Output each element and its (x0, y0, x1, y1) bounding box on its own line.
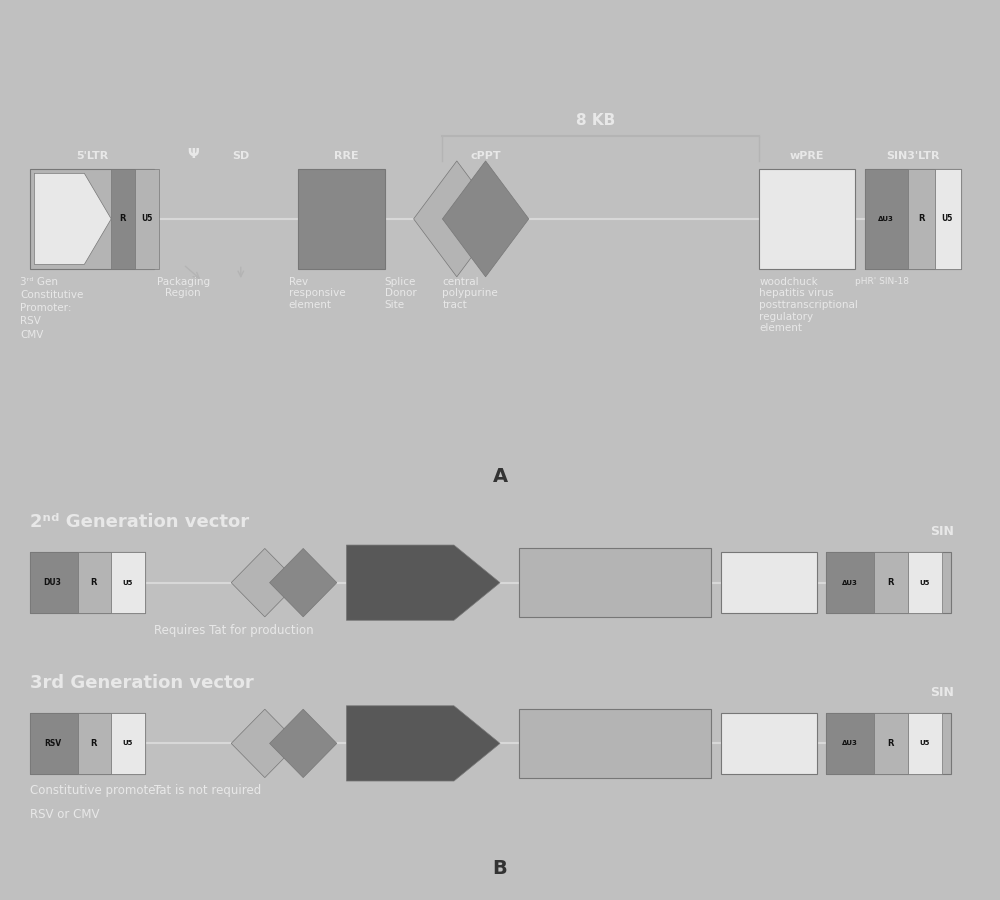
Bar (78, 713, 111, 774)
Text: 8 KB: 8 KB (576, 112, 616, 128)
Bar (865, 169, 961, 268)
Bar (721, 552, 817, 614)
Text: 3rd Generation vector: 3rd Generation vector (30, 674, 253, 692)
Text: A: A (492, 467, 508, 487)
Bar (826, 552, 951, 614)
Polygon shape (231, 709, 298, 778)
Text: R: R (887, 578, 894, 587)
Text: ΔU3: ΔU3 (842, 580, 858, 586)
Bar (721, 713, 817, 774)
Bar (111, 552, 145, 614)
Bar (30, 552, 145, 614)
Text: ΔU3: ΔU3 (842, 741, 858, 746)
Bar (826, 713, 874, 774)
Text: R: R (119, 214, 126, 223)
Text: cPPT: cPPT (470, 151, 501, 161)
Bar (298, 169, 385, 268)
Text: Packaging
Region: Packaging Region (157, 277, 210, 299)
Text: ΔU3: ΔU3 (878, 216, 894, 222)
Bar (519, 709, 711, 778)
Text: U5: U5 (122, 741, 133, 746)
Bar (874, 713, 908, 774)
Text: RSV: RSV (44, 739, 61, 748)
Text: R: R (91, 578, 97, 587)
Polygon shape (414, 161, 500, 277)
Bar (826, 552, 874, 614)
Bar (30, 552, 78, 614)
Text: U5: U5 (122, 580, 133, 586)
Text: 2ⁿᵈ Generation vector: 2ⁿᵈ Generation vector (30, 513, 249, 531)
Text: Constitutive promoter: Constitutive promoter (30, 785, 160, 797)
Polygon shape (346, 706, 500, 781)
Bar (111, 169, 135, 268)
Bar (30, 169, 154, 268)
Polygon shape (346, 545, 500, 620)
Text: SIN: SIN (930, 526, 954, 538)
Text: R: R (91, 739, 97, 748)
Bar (908, 713, 942, 774)
Bar (935, 169, 961, 268)
Text: U5: U5 (141, 214, 152, 223)
Text: Ψ: Ψ (187, 147, 199, 161)
Bar (78, 552, 111, 614)
Polygon shape (270, 548, 337, 617)
Text: RRE: RRE (334, 151, 359, 161)
Bar (519, 548, 711, 617)
Text: central
polypurine
tract: central polypurine tract (442, 277, 498, 310)
Bar (874, 552, 908, 614)
Text: 5'LTR: 5'LTR (76, 151, 108, 161)
Text: B: B (493, 859, 507, 878)
Text: wPRE: wPRE (790, 151, 824, 161)
Text: Tat is not required: Tat is not required (154, 785, 262, 797)
Text: Rev
responsive
element: Rev responsive element (289, 277, 345, 310)
Polygon shape (231, 548, 298, 617)
Bar (865, 169, 908, 268)
Text: U5: U5 (942, 214, 953, 223)
Text: SD: SD (232, 151, 249, 161)
Bar (759, 169, 855, 268)
Bar (826, 713, 951, 774)
Text: RSV or CMV: RSV or CMV (30, 808, 99, 822)
Text: DU3: DU3 (44, 578, 62, 587)
Text: woodchuck
hepatitis virus
posttranscriptional
regulatory
element: woodchuck hepatitis virus posttranscript… (759, 277, 858, 333)
Polygon shape (270, 709, 337, 778)
Bar (30, 713, 78, 774)
Bar (111, 713, 145, 774)
Text: pHR' SIN-18: pHR' SIN-18 (855, 277, 909, 286)
Text: R: R (918, 214, 925, 223)
Text: Splice
Donor
Site: Splice Donor Site (385, 277, 417, 310)
Bar (135, 169, 159, 268)
Text: U5: U5 (919, 580, 930, 586)
Polygon shape (34, 174, 111, 265)
Text: 3ʳᵈ Gen
Constitutive
Promoter:
RSV
CMV: 3ʳᵈ Gen Constitutive Promoter: RSV CMV (20, 277, 83, 339)
Bar (908, 552, 942, 614)
Text: R: R (887, 739, 894, 748)
Text: Requires Tat for production: Requires Tat for production (154, 624, 314, 636)
Text: SIN3'LTR: SIN3'LTR (886, 151, 940, 161)
Text: SIN: SIN (930, 686, 954, 699)
Bar (30, 713, 145, 774)
Polygon shape (442, 161, 529, 277)
Text: U5: U5 (919, 741, 930, 746)
Bar (908, 169, 935, 268)
